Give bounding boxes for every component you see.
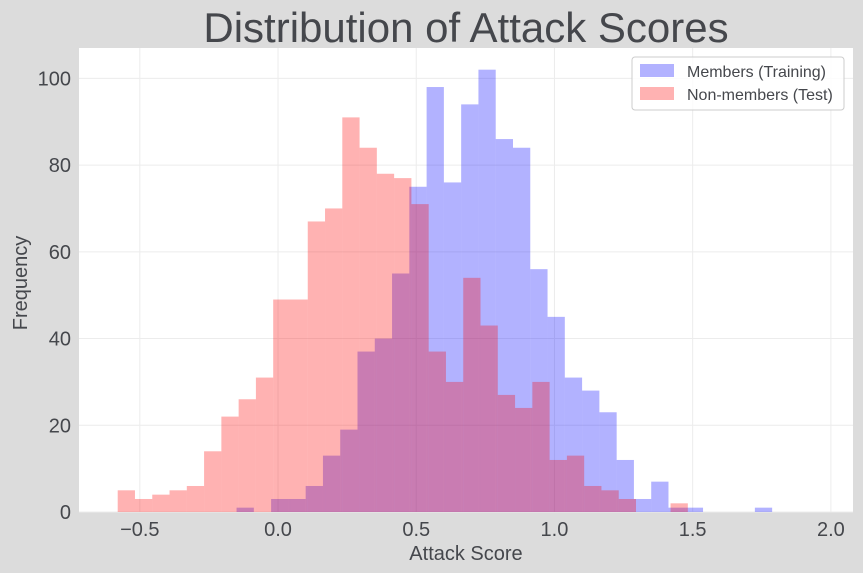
histogram-bar-members (512, 147, 531, 512)
y-tick-label: 40 (49, 329, 71, 351)
grid-lines (79, 48, 853, 513)
legend: Members (Training) Non-members (Test) (631, 56, 845, 111)
histogram-bar-members (582, 390, 600, 512)
histogram-bar-nonmembers (255, 377, 274, 512)
histogram-bars (117, 69, 773, 513)
histogram-bar-nonmembers (394, 178, 412, 513)
histogram-bar-nonmembers (584, 485, 602, 512)
histogram-bar-members (271, 498, 289, 512)
histogram-bar-nonmembers (186, 485, 205, 512)
histogram-bar-nonmembers (325, 208, 343, 512)
histogram-bar-nonmembers (117, 490, 135, 512)
histogram-bar-nonmembers (532, 381, 550, 512)
histogram-bar-members (685, 507, 704, 512)
legend-box (631, 56, 845, 111)
y-tick-label: 80 (49, 155, 71, 177)
histogram-bar-nonmembers (204, 451, 222, 512)
histogram-bar-nonmembers (428, 351, 446, 512)
histogram-bar-nonmembers (273, 299, 291, 512)
histogram-bar-nonmembers (601, 490, 619, 512)
x-tick-label: −0.5 (120, 519, 159, 541)
histogram-bar-members (409, 186, 427, 512)
histogram-bar-members (236, 507, 254, 512)
histogram-bar-nonmembers (376, 173, 395, 512)
histogram-bar-nonmembers (359, 147, 377, 512)
histogram-bar-members (668, 507, 686, 512)
x-tick-label: 0.5 (402, 519, 430, 541)
histogram-bar-nonmembers (169, 490, 187, 512)
histogram-bar-nonmembers (463, 277, 481, 512)
x-tick-labels: −0.5 0.0 0.5 1.0 1.5 2.0 (120, 519, 845, 541)
legend-swatch-members (640, 64, 674, 77)
histogram-bar-nonmembers (134, 498, 153, 512)
histogram-bar-members (564, 377, 583, 512)
x-tick-label: 1.0 (541, 519, 569, 541)
histogram-bar-nonmembers (290, 299, 308, 512)
histogram-bar-members (633, 498, 652, 512)
histogram-bar-members (616, 459, 634, 512)
histogram-bar-nonmembers (342, 117, 360, 512)
histogram-bar-members (288, 498, 306, 512)
histogram-bar-nonmembers (411, 204, 429, 512)
histogram-bar-nonmembers (480, 325, 498, 512)
histogram-bar-nonmembers (618, 498, 637, 512)
legend-label-members: Members (Training) (687, 64, 826, 81)
histogram-bar-members (495, 139, 513, 512)
histogram-bar-members (392, 273, 410, 512)
histogram-bar-nonmembers (221, 416, 239, 512)
y-axis-label: Frequency (10, 236, 32, 331)
histogram-bar-members (322, 455, 341, 512)
y-tick-label: 0 (60, 502, 71, 524)
histogram-bar-members (599, 412, 617, 512)
y-tick-label: 60 (49, 242, 71, 264)
histogram-bar-members (530, 269, 548, 512)
histogram-bar-members (461, 104, 479, 512)
histogram-bar-members (357, 351, 375, 512)
histogram-bar-members (478, 69, 496, 512)
legend-label-nonmembers: Non-members (Test) (687, 87, 833, 104)
histogram-bar-members (651, 481, 669, 512)
histogram-bar-members (374, 338, 393, 512)
y-tick-label: 100 (38, 68, 71, 90)
histogram-bar-members (426, 87, 444, 512)
x-tick-label: 0.0 (264, 519, 292, 541)
x-tick-label: 1.5 (679, 519, 707, 541)
histogram-bar-members (443, 182, 462, 512)
histogram-bar-nonmembers (152, 494, 170, 512)
histogram-bar-nonmembers (445, 381, 464, 512)
histogram-bar-nonmembers (307, 221, 326, 512)
legend-swatch-nonmembers (640, 87, 674, 100)
histogram-bar-nonmembers (549, 459, 567, 512)
histogram-bar-nonmembers (566, 455, 585, 512)
y-tick-labels: 0 20 40 60 80 100 (38, 68, 71, 524)
histogram-bar-nonmembers (238, 399, 256, 512)
plot-area (79, 48, 853, 512)
histogram-bar-nonmembers (515, 407, 533, 512)
chart-title: Distribution of Attack Scores (203, 4, 728, 51)
histogram-bar-members (547, 316, 565, 512)
histogram-bar-members (305, 485, 323, 512)
x-axis-label: Attack Score (409, 543, 522, 565)
histogram-bar-members (340, 429, 358, 512)
histogram-bar-nonmembers (670, 503, 688, 512)
histogram-bar-members (754, 507, 773, 512)
x-tick-label: 2.0 (817, 519, 845, 541)
y-tick-label: 20 (49, 415, 71, 437)
histogram-bar-nonmembers (497, 394, 516, 512)
